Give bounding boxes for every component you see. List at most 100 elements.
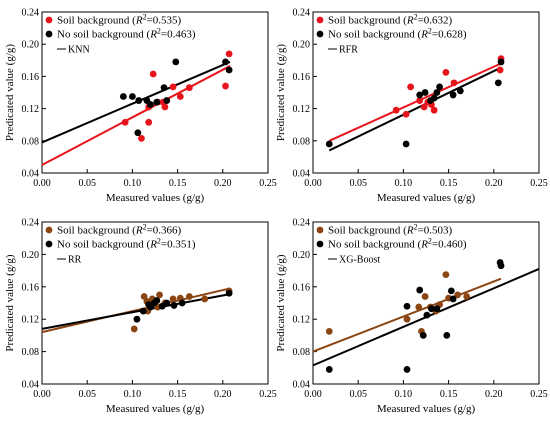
legend-marker	[45, 16, 53, 24]
r-squared-exponent: 2	[143, 13, 147, 22]
x-tick-label: 0.20	[214, 178, 232, 189]
data-point-soil	[454, 291, 462, 299]
y-tick-label: 0.04	[22, 380, 40, 391]
data-point-soil	[130, 325, 138, 333]
y-tick-label: 0.24	[293, 218, 311, 229]
legend-marker	[45, 226, 53, 234]
data-point-no-soil	[172, 58, 180, 66]
plot-frame	[312, 11, 540, 174]
y-tick-label: 0.20	[22, 250, 40, 261]
legend-entry: No soil background (R2=0.460)	[328, 237, 467, 251]
data-point-soil	[169, 83, 177, 91]
data-point-no-soil	[449, 91, 457, 99]
x-tick-label: 0.25	[259, 389, 277, 400]
legend-entry: Soil background (R2=0.535)	[57, 13, 182, 27]
legend-marker	[316, 226, 324, 234]
x-tick-label: 0.10	[395, 389, 413, 400]
y-tick-label: 0.20	[293, 40, 311, 51]
fit-line-soil	[41, 65, 231, 166]
data-point-no-soil	[416, 91, 424, 99]
x-axis-label: Measured values (g/g)	[377, 403, 476, 415]
data-point-soil	[496, 66, 504, 74]
r-squared-exponent: 2	[157, 27, 161, 36]
data-point-no-soil	[153, 98, 161, 106]
r-squared-symbol: R	[406, 15, 414, 27]
data-point-soil	[176, 93, 184, 100]
x-tick-label: 0.00	[304, 389, 322, 400]
data-point-no-soil	[178, 299, 186, 307]
r-squared-value: =0.632)	[418, 15, 453, 27]
y-tick-label: 0.08	[22, 347, 40, 358]
y-tick-label: 0.16	[293, 282, 311, 293]
data-point-soil	[185, 84, 193, 92]
legend-text: Soil background (	[57, 15, 136, 27]
data-point-no-soil	[133, 315, 141, 323]
data-point-no-soil	[139, 307, 147, 315]
legend-marker	[45, 240, 53, 248]
fit-line-no-soil	[41, 293, 231, 330]
y-tick-label: 0.12	[293, 315, 311, 326]
x-tick-label: 0.15	[169, 178, 187, 189]
x-tick-label: 0.25	[530, 389, 548, 400]
legend-text: No soil background (	[57, 239, 151, 251]
data-point-no-soil	[225, 66, 233, 74]
data-point-no-soil	[153, 297, 161, 304]
data-point-soil	[145, 118, 153, 126]
data-point-no-soil	[497, 262, 505, 270]
x-tick-label: 0.25	[259, 178, 277, 189]
fit-line-soil	[41, 287, 231, 334]
r-squared-symbol: R	[135, 15, 143, 27]
data-point-no-soil	[456, 87, 464, 95]
legend-entry: No soil background (R2=0.463)	[57, 27, 196, 41]
legend-model-label: RFR	[339, 45, 358, 56]
x-axis-label: Measured values (g/g)	[377, 192, 476, 204]
plot-frame	[312, 221, 540, 385]
data-point-no-soil	[402, 140, 410, 148]
data-point-soil	[222, 82, 229, 90]
y-tick-label: 0.16	[22, 282, 40, 293]
y-tick-label: 0.04	[293, 380, 311, 391]
y-tick-label: 0.20	[22, 40, 40, 51]
data-point-no-soil	[135, 97, 143, 104]
x-tick-label: 0.05	[78, 389, 96, 400]
data-point-no-soil	[430, 94, 438, 102]
x-axis-label: Measured values (g/g)	[106, 192, 205, 204]
data-point-no-soil	[421, 89, 429, 96]
legend-text: No soil background (	[328, 239, 422, 251]
y-tick-label: 0.16	[293, 72, 311, 83]
r-squared-value: =0.366)	[147, 225, 182, 237]
y-tick-label: 0.04	[22, 169, 40, 180]
data-point-no-soil	[449, 295, 457, 303]
data-point-no-soil	[436, 83, 443, 91]
data-point-soil	[156, 291, 163, 299]
data-point-no-soil	[119, 93, 127, 100]
r-squared-value: =0.503)	[418, 225, 453, 237]
data-point-no-soil	[423, 311, 431, 319]
data-point-no-soil	[433, 89, 441, 96]
y-axis-label: Predicated value (g/g)	[4, 254, 16, 351]
data-point-no-soil	[497, 58, 505, 66]
data-point-no-soil	[225, 289, 233, 297]
y-tick-label: 0.24	[22, 8, 40, 19]
y-tick-label: 0.20	[293, 250, 311, 261]
r-squared-value: =0.535)	[147, 15, 182, 27]
data-point-no-soil	[403, 366, 411, 373]
data-point-no-soil	[147, 101, 154, 108]
data-point-soil	[161, 103, 169, 111]
r-squared-symbol: R	[420, 239, 428, 251]
legend-text: No soil background (	[328, 29, 422, 41]
plot-frame	[41, 11, 269, 174]
y-axis-label: Predicated value (g/g)	[275, 254, 287, 351]
data-point-soil	[392, 106, 400, 114]
data-point-soil	[430, 106, 438, 114]
r-squared-exponent: 2	[428, 237, 432, 246]
legend-model-label: XG-Boost	[339, 255, 380, 266]
r-squared-symbol: R	[149, 239, 157, 251]
x-tick-label: 0.15	[169, 389, 187, 400]
data-point-no-soil	[494, 79, 502, 87]
data-point-no-soil	[222, 58, 229, 66]
y-tick-label: 0.16	[22, 72, 40, 83]
r-squared-symbol: R	[420, 29, 428, 41]
x-tick-label: 0.10	[395, 178, 413, 189]
